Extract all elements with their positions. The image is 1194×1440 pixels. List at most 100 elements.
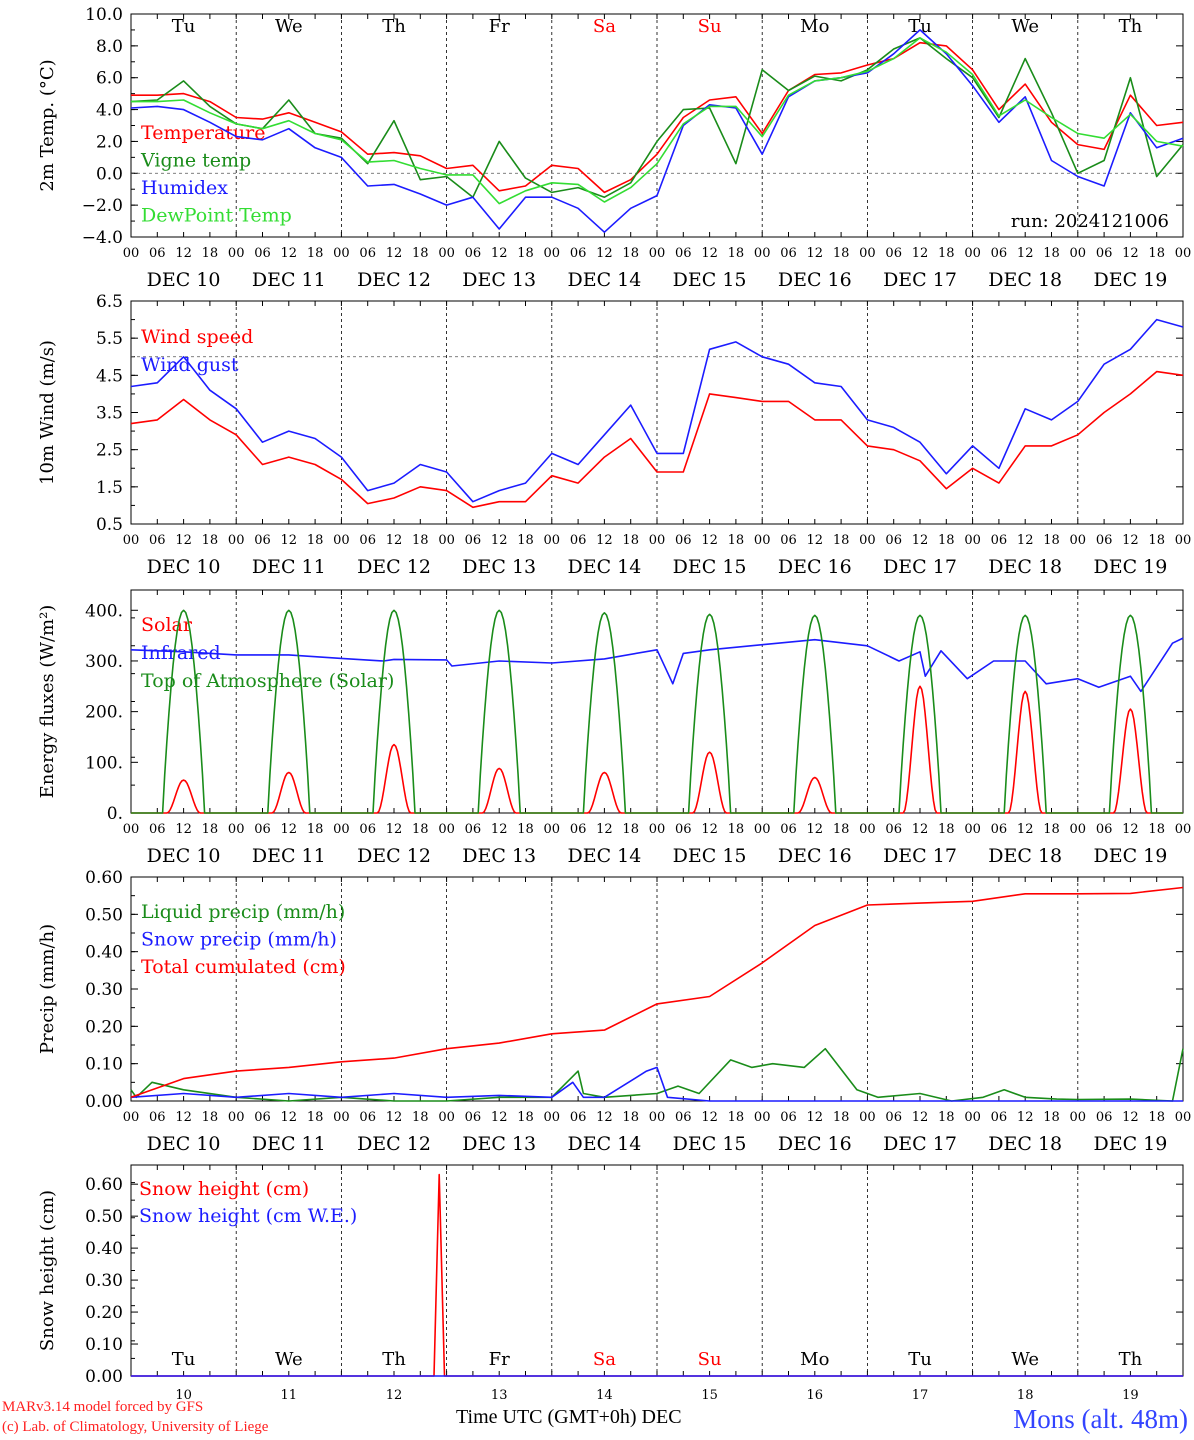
date-label: DEC 14 (567, 845, 641, 867)
date-label: DEC 11 (252, 845, 326, 867)
day-number-label: 13 (491, 1388, 508, 1400)
credit-line-2: (c) Lab. of Climatology, University of L… (2, 1419, 269, 1435)
hour-tick-label: 06 (991, 246, 1008, 261)
series-line (131, 41, 1184, 194)
date-label: DEC 12 (357, 269, 431, 291)
weekday-label: Th (1119, 1349, 1143, 1370)
date-label: DEC 11 (252, 1133, 326, 1155)
y-axis-label: Snow height (cm) (37, 1190, 58, 1351)
y-tick-label: 0.40 (85, 1239, 123, 1259)
weekday-label: We (1011, 16, 1039, 37)
hour-tick-label: 06 (149, 1110, 166, 1125)
hour-tick-label: 12 (596, 1110, 613, 1125)
hour-tick-label: 12 (807, 246, 824, 261)
hour-tick-label: 06 (675, 1110, 692, 1125)
weekday-label: Mo (800, 1349, 829, 1370)
date-label: DEC 18 (988, 556, 1062, 578)
hour-tick-label: 18 (1043, 533, 1060, 548)
weekday-label: Su (698, 1349, 722, 1370)
date-label: DEC 15 (673, 556, 747, 578)
y-tick-label: 0.00 (85, 1092, 123, 1112)
day-number-label: 12 (386, 1388, 403, 1400)
hour-tick-label: 06 (254, 246, 271, 261)
hour-tick-label: 12 (1122, 1110, 1139, 1125)
date-label: DEC 18 (988, 1133, 1062, 1155)
y-tick-label: 0.40 (85, 943, 123, 963)
hour-tick-label: 00 (754, 822, 771, 837)
y-tick-label: 0.60 (85, 1175, 123, 1195)
hour-tick-label: 12 (175, 1110, 192, 1125)
hour-tick-label: 18 (517, 533, 534, 548)
hour-tick-label: 12 (807, 533, 824, 548)
hour-tick-label: 06 (885, 533, 902, 548)
hour-tick-label: 00 (123, 822, 140, 837)
hour-tick-label: 18 (1148, 1110, 1165, 1125)
hour-tick-label: 06 (254, 822, 271, 837)
hour-tick-label: 00 (123, 533, 140, 548)
hour-tick-label: 00 (333, 246, 350, 261)
hour-tick-label: 00 (228, 246, 245, 261)
hour-tick-label: 18 (412, 1110, 429, 1125)
hour-tick-label: 00 (964, 822, 981, 837)
hour-tick-label: 18 (517, 246, 534, 261)
date-label: DEC 17 (883, 845, 957, 867)
hour-tick-label: 00 (228, 822, 245, 837)
hour-tick-label: 12 (281, 246, 298, 261)
weekday-label: Mo (800, 16, 829, 37)
date-label: DEC 15 (673, 1133, 747, 1155)
hour-tick-label: 12 (596, 822, 613, 837)
hour-tick-label: 00 (964, 533, 981, 548)
y-axis-label: Precip (mm/h) (37, 924, 58, 1054)
y-axis-label: Energy fluxes (W/m²) (37, 605, 58, 799)
y-tick-label: 0.50 (85, 1207, 123, 1227)
legend-entry: Snow height (cm) (139, 1178, 309, 1200)
hour-tick-label: 06 (254, 533, 271, 548)
date-label: DEC 13 (462, 845, 536, 867)
hour-tick-label: 00 (438, 533, 455, 548)
date-label: DEC 13 (462, 1133, 536, 1155)
date-label: DEC 19 (1093, 556, 1167, 578)
hour-tick-label: 18 (307, 1110, 324, 1125)
legend-entry: Wind speed (141, 326, 253, 348)
date-label: DEC 19 (1093, 269, 1167, 291)
hour-tick-label: 00 (964, 246, 981, 261)
y-tick-label: 5.5 (96, 329, 123, 349)
hour-tick-label: 00 (859, 246, 876, 261)
date-label: DEC 12 (357, 556, 431, 578)
hour-tick-label: 06 (885, 246, 902, 261)
date-label: DEC 13 (462, 269, 536, 291)
hour-tick-label: 18 (833, 533, 850, 548)
hour-tick-label: 12 (701, 1110, 718, 1125)
weekday-label: Th (382, 16, 406, 37)
day-number-label: 14 (596, 1388, 613, 1400)
date-label: DEC 14 (567, 556, 641, 578)
hour-tick-label: 06 (675, 822, 692, 837)
y-tick-label: 0. (107, 804, 123, 824)
hour-tick-label: 06 (675, 533, 692, 548)
weekday-label: Tu (172, 16, 196, 37)
hour-tick-label: 18 (1148, 533, 1165, 548)
hour-tick-label: 18 (1148, 246, 1165, 261)
hour-tick-label: 12 (386, 533, 403, 548)
date-label: DEC 16 (778, 556, 852, 578)
date-label: DEC 10 (147, 269, 221, 291)
hour-tick-label: 12 (281, 1110, 298, 1125)
hour-tick-label: 06 (359, 1110, 376, 1125)
y-tick-label: 0.30 (85, 980, 123, 1000)
hour-tick-label: 06 (1096, 822, 1113, 837)
hour-tick-label: 00 (754, 533, 771, 548)
hour-tick-label: 00 (1070, 822, 1087, 837)
hour-tick-label: 12 (1122, 822, 1139, 837)
hour-tick-label: 00 (438, 822, 455, 837)
y-tick-label: 1.5 (96, 478, 123, 498)
hour-tick-label: 06 (570, 822, 587, 837)
hour-tick-label: 06 (465, 822, 482, 837)
weekday-label: We (275, 1349, 303, 1370)
hour-tick-label: 18 (728, 1110, 745, 1125)
weekday-label: Tu (172, 1349, 196, 1370)
weekday-label: Th (1119, 16, 1143, 37)
date-label: DEC 19 (1093, 845, 1167, 867)
hour-tick-label: 18 (517, 822, 534, 837)
hour-tick-label: 06 (675, 246, 692, 261)
date-label: DEC 14 (567, 1133, 641, 1155)
